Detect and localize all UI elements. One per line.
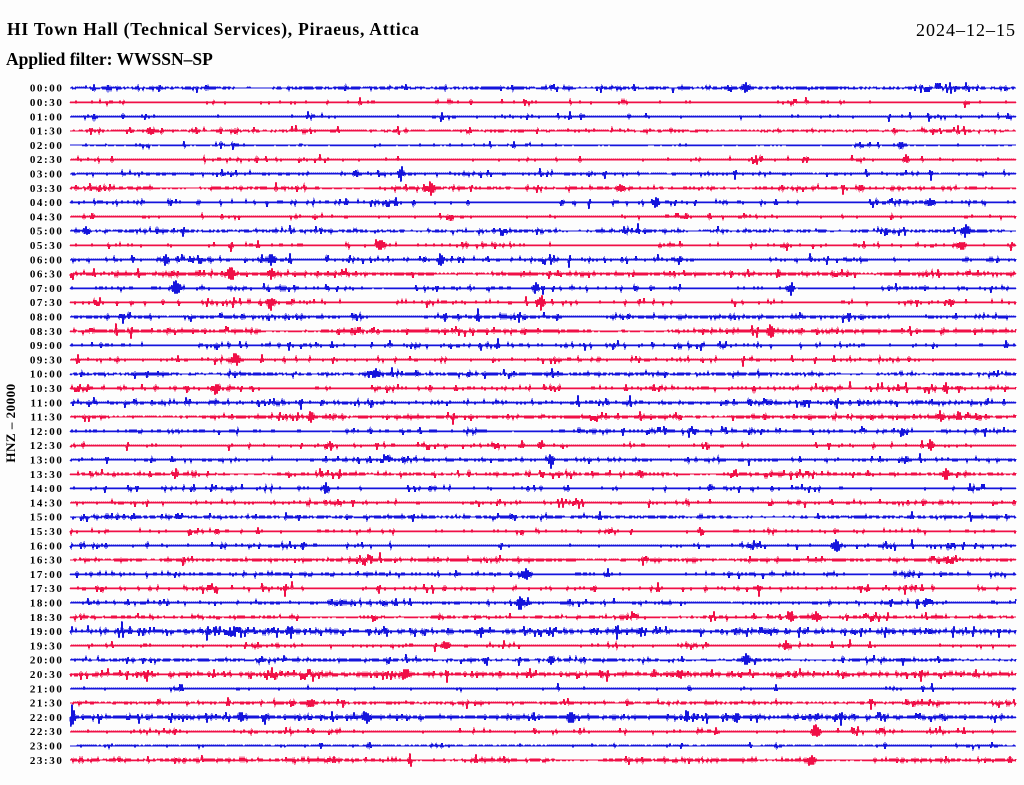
- svg-text:13:30: 13:30: [30, 469, 64, 481]
- svg-text:09:00: 09:00: [30, 340, 64, 352]
- svg-text:03:00: 03:00: [30, 169, 64, 181]
- svg-text:22:00: 22:00: [30, 712, 64, 724]
- svg-text:17:00: 17:00: [30, 569, 64, 581]
- svg-text:05:30: 05:30: [30, 240, 64, 252]
- svg-text:2024–12–15: 2024–12–15: [916, 20, 1016, 40]
- svg-text:07:30: 07:30: [30, 297, 64, 309]
- svg-text:06:00: 06:00: [30, 254, 64, 266]
- svg-text:12:00: 12:00: [30, 426, 64, 438]
- svg-text:21:00: 21:00: [30, 683, 64, 695]
- svg-text:20:00: 20:00: [30, 655, 64, 667]
- svg-text:19:30: 19:30: [30, 640, 64, 652]
- svg-text:20:30: 20:30: [30, 669, 64, 681]
- svg-text:15:30: 15:30: [30, 526, 64, 538]
- svg-text:23:30: 23:30: [30, 755, 64, 767]
- svg-text:00:30: 00:30: [30, 97, 64, 109]
- svg-text:17:30: 17:30: [30, 583, 64, 595]
- svg-text:10:00: 10:00: [30, 369, 64, 381]
- svg-text:HI Town Hall (Technical Servic: HI Town Hall (Technical Services), Pirae…: [7, 19, 420, 39]
- svg-text:03:30: 03:30: [30, 183, 64, 195]
- svg-text:Applied filter: WWSSN–SP: Applied filter: WWSSN–SP: [6, 49, 213, 69]
- svg-text:23:00: 23:00: [30, 741, 64, 753]
- svg-text:07:00: 07:00: [30, 283, 64, 295]
- svg-text:HNZ – 20000: HNZ – 20000: [3, 383, 18, 462]
- svg-text:10:30: 10:30: [30, 383, 64, 395]
- svg-text:04:00: 04:00: [30, 197, 64, 209]
- svg-text:01:30: 01:30: [30, 126, 64, 138]
- svg-text:13:00: 13:00: [30, 455, 64, 467]
- svg-text:12:30: 12:30: [30, 440, 64, 452]
- svg-text:21:30: 21:30: [30, 698, 64, 710]
- svg-text:19:00: 19:00: [30, 626, 64, 638]
- svg-text:00:00: 00:00: [30, 83, 64, 95]
- svg-text:15:00: 15:00: [30, 512, 64, 524]
- svg-text:11:30: 11:30: [30, 412, 63, 424]
- svg-text:02:30: 02:30: [30, 154, 64, 166]
- svg-text:04:30: 04:30: [30, 211, 64, 223]
- svg-text:09:30: 09:30: [30, 354, 64, 366]
- svg-text:06:30: 06:30: [30, 269, 64, 281]
- svg-text:16:30: 16:30: [30, 555, 64, 567]
- svg-text:14:00: 14:00: [30, 483, 64, 495]
- svg-text:02:00: 02:00: [30, 140, 64, 152]
- svg-text:18:00: 18:00: [30, 598, 64, 610]
- svg-text:14:30: 14:30: [30, 497, 64, 509]
- svg-text:08:00: 08:00: [30, 312, 64, 324]
- svg-text:11:00: 11:00: [30, 397, 63, 409]
- svg-text:01:00: 01:00: [30, 111, 64, 123]
- svg-text:08:30: 08:30: [30, 326, 64, 338]
- svg-text:18:30: 18:30: [30, 612, 64, 624]
- svg-text:05:00: 05:00: [30, 226, 64, 238]
- svg-text:22:30: 22:30: [30, 726, 64, 738]
- svg-text:16:00: 16:00: [30, 540, 64, 552]
